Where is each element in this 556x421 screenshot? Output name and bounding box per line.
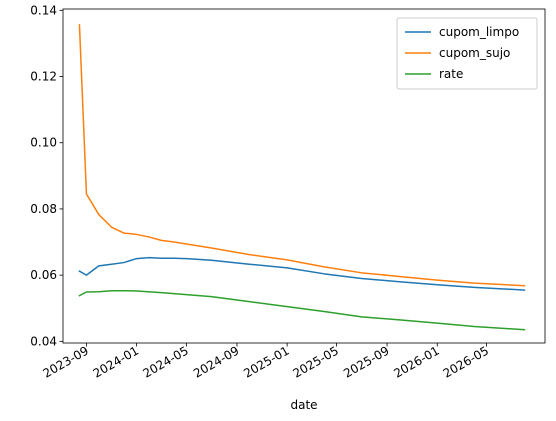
- series-layer: [78, 24, 526, 331]
- y-tick-label: 0.12: [30, 70, 57, 84]
- y-axis: 0.04 0.06 0.08 0.10 0.12 0.14: [30, 3, 63, 348]
- plot-area-frame: [62, 8, 546, 344]
- y-tick-label: 0.06: [30, 268, 57, 282]
- x-axis-label: date: [290, 398, 317, 412]
- legend-label-rate: rate: [439, 67, 463, 81]
- legend-label-cupom_sujo: cupom_sujo: [439, 46, 510, 60]
- y-tick-label: 0.10: [30, 136, 57, 150]
- legend-label-cupom_limpo: cupom_limpo: [439, 25, 519, 39]
- series-line-rate: [78, 289, 526, 331]
- series-line-cupom_limpo: [78, 256, 526, 291]
- y-tick-label: 0.04: [30, 334, 57, 348]
- y-tick-label: 0.14: [30, 3, 57, 17]
- legend-box: [396, 17, 538, 90]
- series-line-cupom_sujo: [78, 24, 526, 287]
- y-tick-label: 0.08: [30, 202, 57, 216]
